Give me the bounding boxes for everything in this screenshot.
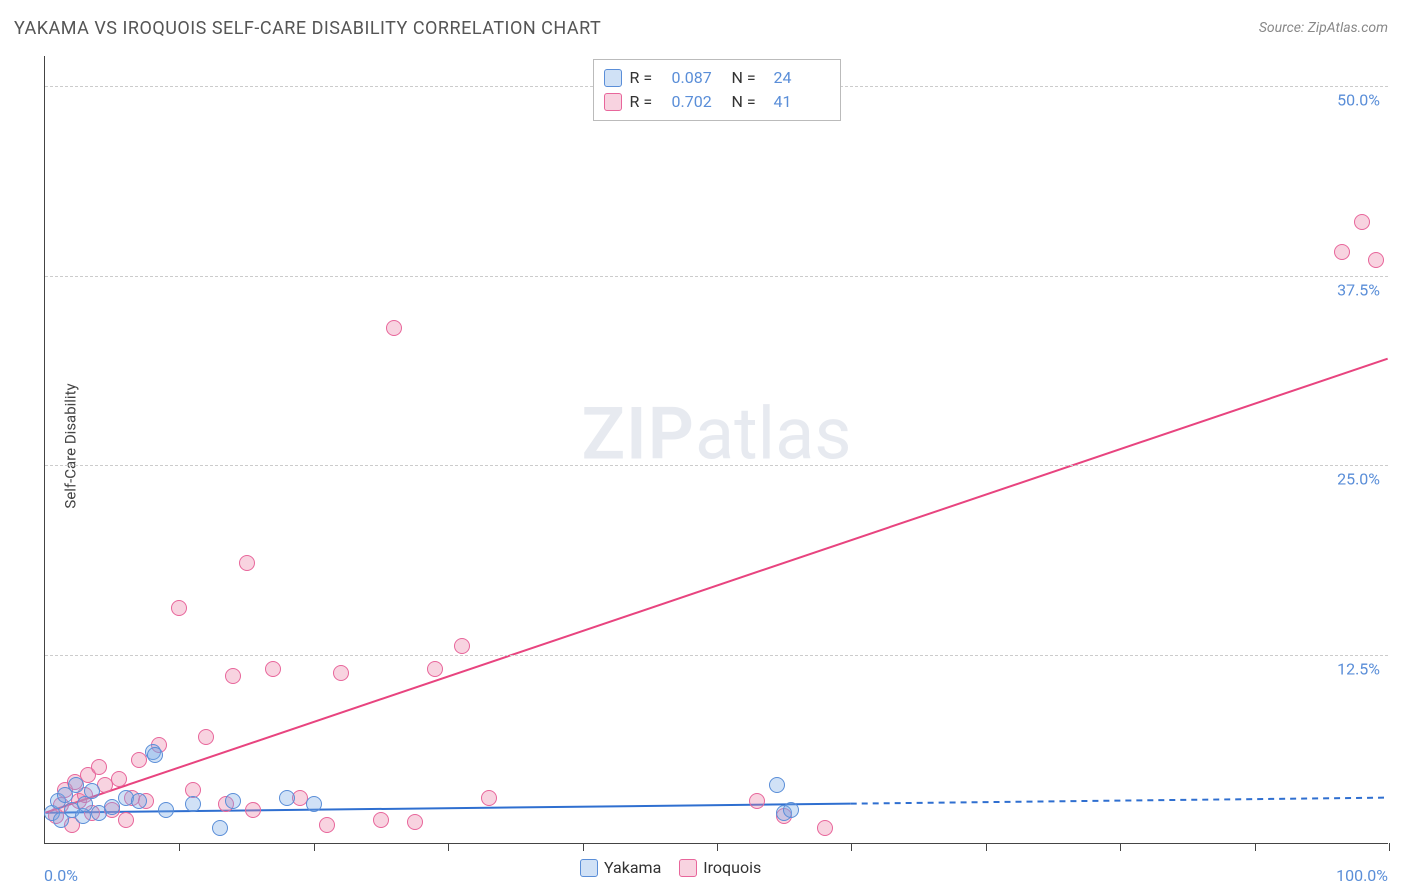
legend-swatch-1 — [604, 69, 622, 87]
scatter-point — [817, 820, 833, 836]
r-label-2: R = — [630, 90, 664, 114]
watermark-zip: ZIP — [581, 391, 694, 476]
scatter-point — [306, 796, 322, 812]
scatter-point — [225, 668, 241, 684]
legend-stats-box: R = 0.087 N = 24 R = 0.702 N = 41 — [593, 59, 841, 121]
scatter-point — [319, 817, 335, 833]
scatter-point — [198, 729, 214, 745]
gridline — [45, 465, 1388, 466]
scatter-point — [131, 793, 147, 809]
x-tick — [717, 843, 718, 851]
scatter-point — [407, 814, 423, 830]
legend-bottom: Yakama Iroquois — [580, 858, 761, 877]
x-tick — [448, 843, 449, 851]
n-label-1: N = — [732, 66, 766, 90]
n-label-2: N = — [732, 90, 766, 114]
trend-line — [45, 359, 1387, 813]
scatter-point — [481, 790, 497, 806]
watermark-atlas: atlas — [695, 391, 852, 476]
scatter-point — [769, 777, 785, 793]
scatter-point — [171, 600, 187, 616]
x-tick — [1120, 843, 1121, 851]
scatter-point — [225, 793, 241, 809]
x-tick — [986, 843, 987, 851]
x-tick — [851, 843, 852, 851]
chart-svg — [45, 56, 1388, 843]
scatter-point — [84, 783, 100, 799]
legend-swatch-2 — [604, 93, 622, 111]
scatter-point — [265, 661, 281, 677]
scatter-point — [1334, 244, 1350, 260]
scatter-point — [158, 802, 174, 818]
scatter-point — [111, 771, 127, 787]
scatter-point — [245, 802, 261, 818]
legend-label-1: Yakama — [604, 858, 661, 877]
y-tick-label: 50.0% — [1337, 91, 1380, 110]
scatter-point — [1368, 252, 1384, 268]
watermark: ZIPatlas — [581, 391, 851, 476]
legend-swatch-iroquois — [679, 859, 697, 877]
x-tick — [1255, 843, 1256, 851]
scatter-point — [239, 555, 255, 571]
scatter-point — [91, 759, 107, 775]
scatter-point — [333, 665, 349, 681]
scatter-point — [454, 638, 470, 654]
scatter-point — [147, 747, 163, 763]
y-tick-label: 25.0% — [1337, 470, 1380, 489]
x-min-label: 0.0% — [44, 866, 78, 885]
y-tick-label: 37.5% — [1337, 280, 1380, 299]
scatter-point — [1354, 214, 1370, 230]
n-value-1: 24 — [774, 66, 826, 90]
r-label-1: R = — [630, 66, 664, 90]
scatter-point — [427, 661, 443, 677]
legend-label-2: Iroquois — [703, 858, 761, 877]
trend-line — [851, 798, 1388, 804]
x-tick — [1389, 843, 1390, 851]
chart-title: YAKAMA VS IROQUOIS SELF-CARE DISABILITY … — [14, 18, 601, 39]
legend-stats-row-1: R = 0.087 N = 24 — [604, 66, 826, 90]
gridline — [45, 655, 1388, 656]
scatter-point — [185, 796, 201, 812]
scatter-point — [386, 320, 402, 336]
r-value-1: 0.087 — [672, 66, 724, 90]
scatter-point — [68, 777, 84, 793]
gridline — [45, 276, 1388, 277]
x-tick — [314, 843, 315, 851]
scatter-point — [212, 820, 228, 836]
n-value-2: 41 — [774, 90, 826, 114]
x-tick — [583, 843, 584, 851]
legend-item-2: Iroquois — [679, 858, 761, 877]
legend-stats-row-2: R = 0.702 N = 41 — [604, 90, 826, 114]
legend-item-1: Yakama — [580, 858, 661, 877]
legend-swatch-yakama — [580, 859, 598, 877]
scatter-point — [373, 812, 389, 828]
scatter-point — [118, 812, 134, 828]
x-tick — [179, 843, 180, 851]
scatter-point — [749, 793, 765, 809]
scatter-point — [783, 802, 799, 818]
x-max-label: 100.0% — [1336, 866, 1388, 885]
y-tick-label: 12.5% — [1337, 659, 1380, 678]
source-credit: Source: ZipAtlas.com — [1259, 20, 1388, 36]
plot-area: ZIPatlas R = 0.087 N = 24 R = 0.702 N = … — [44, 56, 1388, 844]
r-value-2: 0.702 — [672, 90, 724, 114]
scatter-point — [279, 790, 295, 806]
